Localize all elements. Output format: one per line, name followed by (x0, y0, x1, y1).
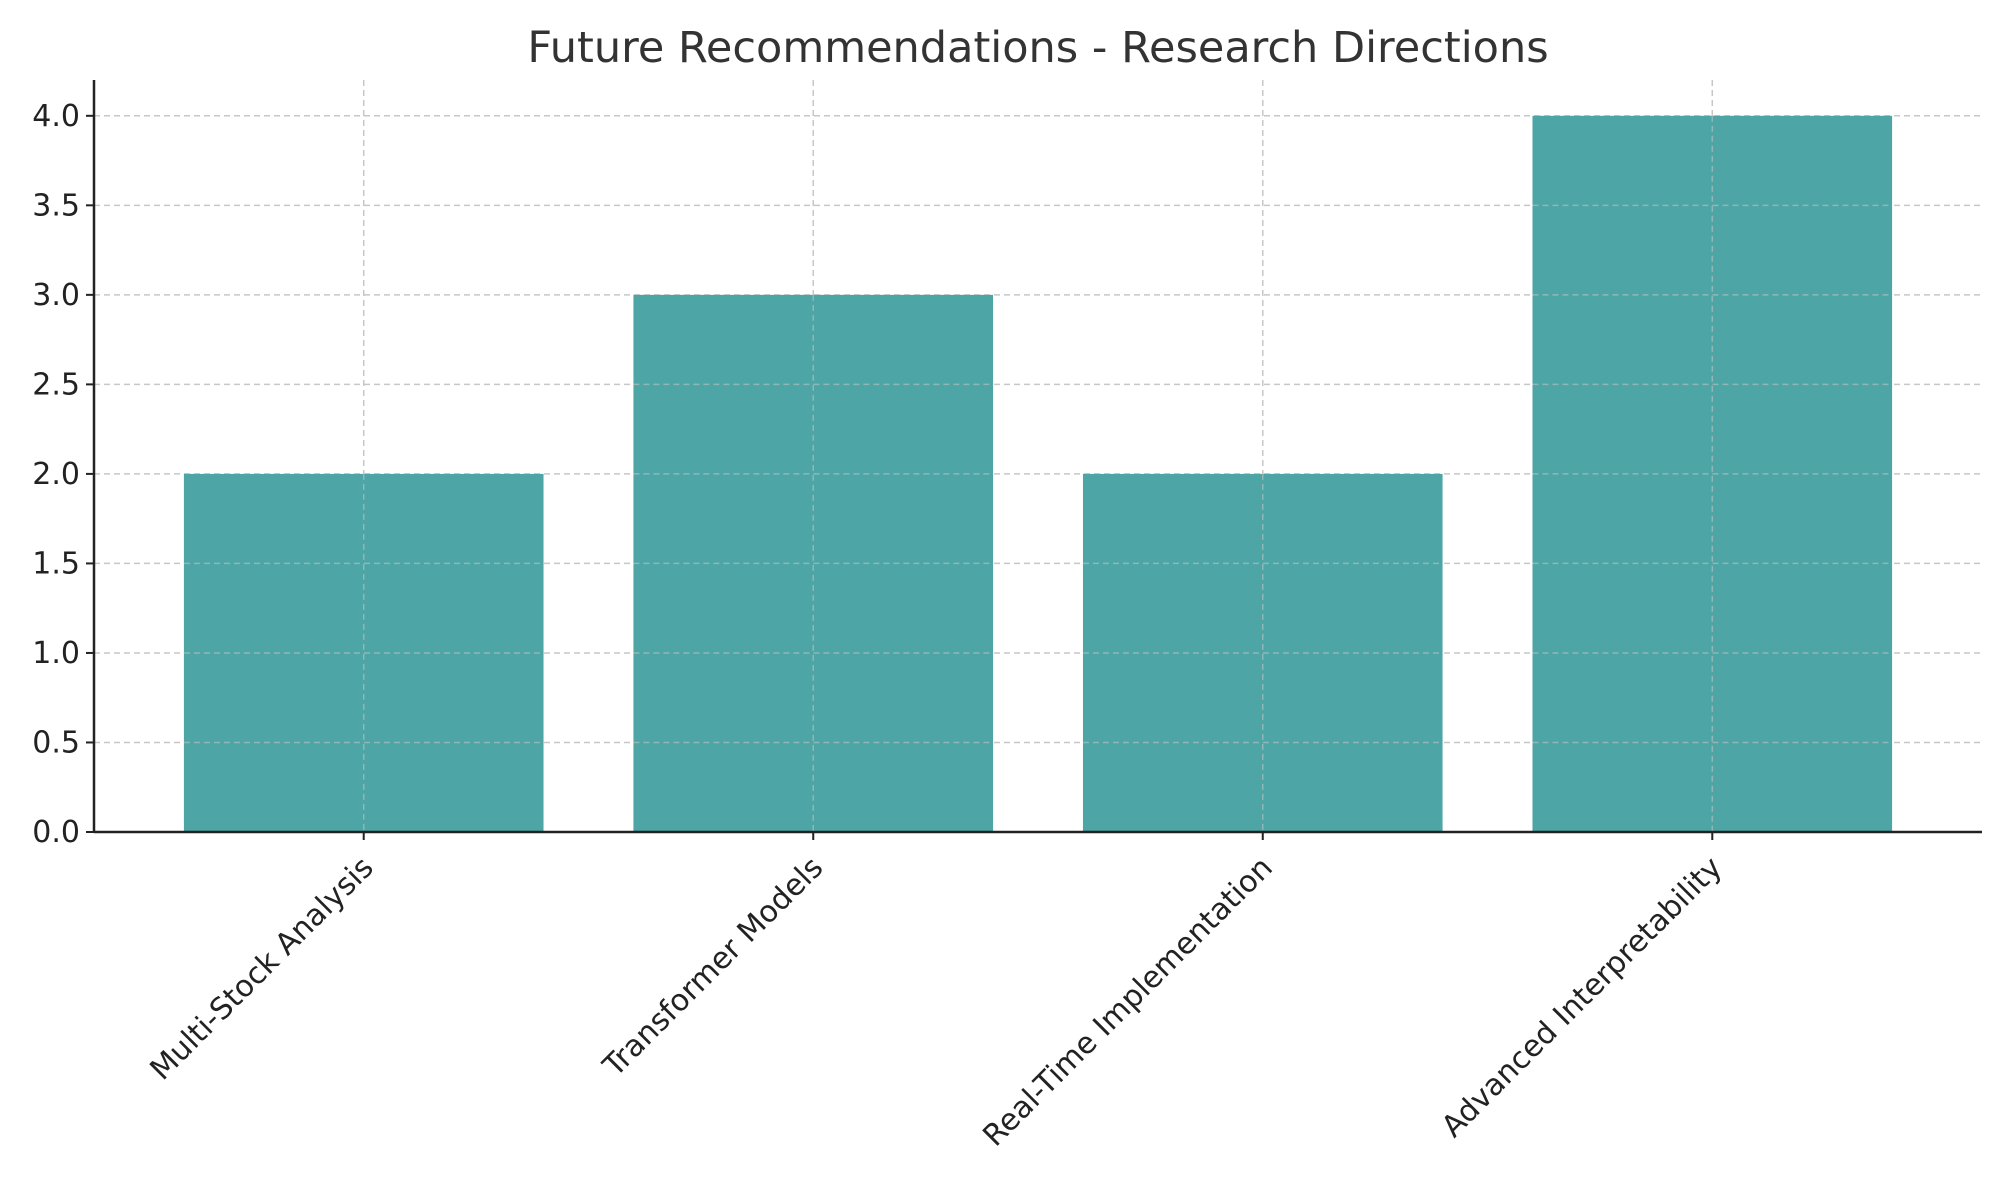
y-tick-label: 4.0 (32, 99, 80, 134)
y-tick-label: 2.0 (32, 457, 80, 492)
y-tick-label: 0.5 (32, 725, 80, 760)
y-axis-ticks: 0.0 0.5 1.0 1.5 2.0 2.5 3.0 3.5 4.0 (32, 99, 94, 850)
y-tick-label: 0.0 (32, 815, 80, 850)
y-tick-label: 2.5 (32, 367, 80, 402)
y-tick-label: 1.0 (32, 636, 80, 671)
bar (633, 294, 994, 832)
x-axis-ticks: Multi-Stock Analysis Transformer Models Re… (144, 832, 1729, 1153)
x-tick-label: Advanced Interpretability (1435, 850, 1729, 1144)
bar-layer (183, 115, 1893, 833)
y-tick-label: 3.0 (32, 278, 80, 313)
bar (1082, 473, 1443, 832)
bar (1532, 115, 1893, 833)
x-tick-label: Real-Time Implementation (976, 850, 1279, 1153)
bar (183, 473, 544, 832)
y-tick-label: 1.5 (32, 546, 80, 581)
y-tick-label: 3.5 (32, 188, 80, 223)
x-tick-label: Transformer Models (596, 850, 830, 1084)
x-tick-label: Multi-Stock Analysis (144, 850, 381, 1087)
chart-title: Future Recommendations - Research Direct… (527, 23, 1548, 73)
